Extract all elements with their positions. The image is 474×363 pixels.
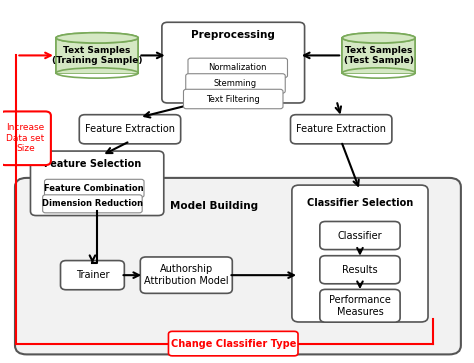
- Text: Increase
Data set
Size: Increase Data set Size: [6, 123, 45, 153]
- FancyBboxPatch shape: [56, 38, 138, 73]
- FancyBboxPatch shape: [30, 151, 164, 216]
- Text: Feature Combination: Feature Combination: [45, 184, 144, 193]
- FancyBboxPatch shape: [320, 221, 400, 250]
- Text: Preprocessing: Preprocessing: [191, 30, 275, 40]
- Ellipse shape: [342, 33, 415, 43]
- FancyBboxPatch shape: [140, 257, 232, 293]
- FancyBboxPatch shape: [320, 289, 400, 322]
- Text: Dimension Reduction: Dimension Reduction: [42, 199, 143, 208]
- Text: Feature Extraction: Feature Extraction: [85, 124, 175, 134]
- FancyBboxPatch shape: [291, 115, 392, 144]
- FancyBboxPatch shape: [15, 178, 461, 354]
- FancyBboxPatch shape: [342, 38, 415, 73]
- FancyBboxPatch shape: [45, 179, 144, 197]
- FancyBboxPatch shape: [61, 261, 124, 290]
- FancyBboxPatch shape: [183, 89, 283, 109]
- FancyBboxPatch shape: [168, 331, 298, 356]
- FancyBboxPatch shape: [292, 185, 428, 322]
- Text: Classifier: Classifier: [337, 231, 382, 241]
- FancyBboxPatch shape: [43, 195, 142, 213]
- Text: Stemming: Stemming: [214, 79, 257, 88]
- FancyBboxPatch shape: [56, 38, 138, 73]
- Text: Trainer: Trainer: [76, 270, 109, 280]
- Text: Classifier Selection: Classifier Selection: [307, 198, 413, 208]
- FancyBboxPatch shape: [188, 58, 288, 78]
- Text: Text Samples
(Training Sample): Text Samples (Training Sample): [52, 46, 142, 65]
- Ellipse shape: [56, 33, 138, 43]
- Text: Text Samples
(Test Sample): Text Samples (Test Sample): [344, 46, 414, 65]
- FancyBboxPatch shape: [0, 111, 51, 165]
- FancyBboxPatch shape: [186, 74, 285, 93]
- Text: Performance
Measures: Performance Measures: [329, 295, 391, 317]
- Ellipse shape: [342, 33, 415, 43]
- Ellipse shape: [56, 33, 138, 43]
- Text: Authorship
Attribution Model: Authorship Attribution Model: [144, 264, 228, 286]
- FancyBboxPatch shape: [320, 256, 400, 284]
- Text: Text Filtering: Text Filtering: [206, 94, 260, 103]
- Text: Normalization: Normalization: [209, 64, 267, 72]
- Text: Feature Extraction: Feature Extraction: [296, 124, 386, 134]
- Text: Change Classifier Type: Change Classifier Type: [171, 339, 296, 348]
- Text: Feature Selection: Feature Selection: [44, 159, 141, 169]
- FancyBboxPatch shape: [162, 22, 305, 103]
- FancyBboxPatch shape: [342, 38, 415, 73]
- Text: Results: Results: [342, 265, 378, 275]
- FancyBboxPatch shape: [79, 115, 181, 144]
- Text: Model Building: Model Building: [170, 201, 258, 211]
